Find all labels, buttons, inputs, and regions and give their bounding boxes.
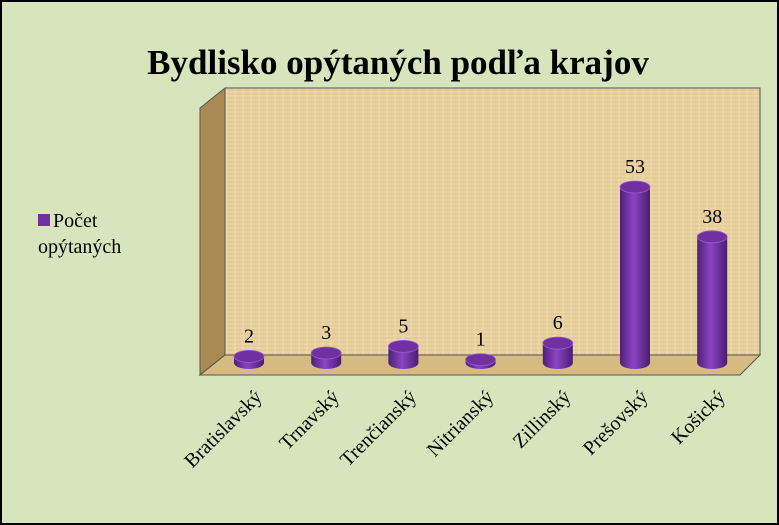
bar-bottom	[697, 357, 728, 369]
bar-bottom	[620, 357, 650, 369]
data-label: 3	[321, 322, 331, 344]
bar-top	[310, 346, 342, 360]
legend-swatch	[38, 214, 50, 226]
bar-body	[697, 236, 728, 363]
data-label: 2	[244, 325, 254, 347]
bar-top	[696, 230, 728, 244]
back-wall	[224, 87, 761, 356]
legend-label: Počet opýtaných	[38, 210, 122, 258]
bar-top	[542, 336, 574, 350]
bar-top	[233, 349, 265, 363]
side-wall	[199, 86, 226, 377]
bar-bottom	[542, 357, 573, 369]
bar-top	[619, 180, 651, 194]
bar-body	[620, 187, 650, 363]
bar-top	[387, 339, 419, 353]
chart-title: Bydlisko opýtaných podľa krajov	[147, 43, 649, 82]
data-label: 53	[625, 156, 645, 178]
bar-bottom	[311, 357, 342, 369]
data-label: 1	[476, 329, 486, 351]
data-label: 6	[553, 312, 563, 334]
bar-top	[465, 353, 497, 367]
legend: Počet opýtaných	[38, 208, 168, 260]
bar-bottom	[388, 357, 419, 369]
data-label: 38	[702, 206, 722, 228]
data-label: 5	[398, 315, 408, 337]
